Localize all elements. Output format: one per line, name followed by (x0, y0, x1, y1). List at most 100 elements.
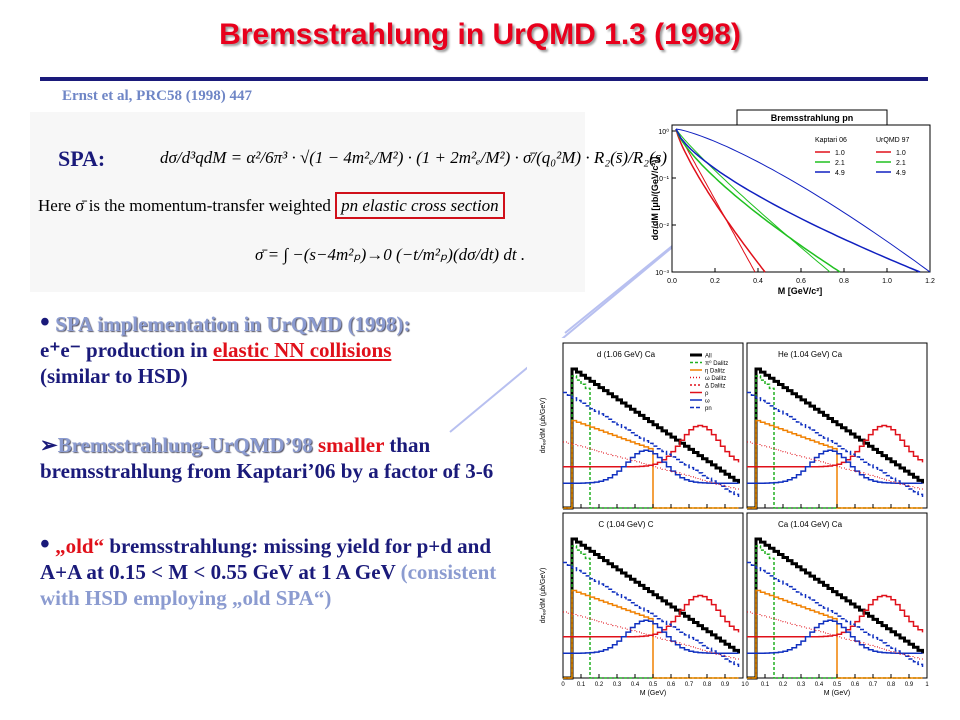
legend-label: ρ (705, 391, 709, 397)
x-tick-label: 0.5 (833, 682, 842, 688)
panel-label: He (1.04 GeV) Ca (778, 350, 843, 359)
plot-title-box (736, 109, 888, 126)
x-tick-label: 1.2 (925, 278, 935, 285)
x-axis-label: M [GeV/c²] (778, 286, 823, 296)
bullet-tail: (consistent with HSD employing „old SPA“… (40, 560, 497, 610)
histogram (747, 619, 923, 654)
bullet-highlight: „old“ (55, 534, 105, 558)
panel-label: d (1.06 GeV) Ca (597, 350, 656, 359)
y-axis-label: dσₑₑ/dM (μb/GeV) (540, 398, 547, 454)
formula: dσ/d³qdM = α²/6π³ · √(1 − 4m²ₑ/M²) · (1 … (160, 148, 676, 167)
histogram (747, 424, 924, 468)
plot-title: Bremsstrahlung pn (771, 113, 854, 123)
legend-header: Kaptari 06 (815, 137, 847, 144)
histogram (747, 589, 923, 679)
x-tick-label: 0.8 (703, 682, 712, 688)
bullet-text: than bremsstrahlung from Kaptari’06 by a… (40, 433, 494, 483)
x-tick-label: 0.2 (595, 682, 604, 688)
histogram (563, 537, 740, 680)
x-axis-label: M (GeV) (824, 690, 850, 697)
y-tick-label: 10⁻³ (655, 270, 669, 277)
legend-label: 4.9 (896, 170, 906, 177)
spa-label: SPA: (58, 146, 106, 171)
legend-label: 2.1 (896, 160, 906, 167)
histogram (747, 367, 924, 510)
histogram (563, 367, 740, 510)
x-tick-label: 0.5 (649, 682, 658, 688)
x-tick-label: 0 (745, 682, 749, 688)
y-axis-label: dσ/dM [μb/(GeV/c²)] (650, 157, 660, 241)
histogram (563, 424, 740, 468)
histogram (563, 419, 739, 509)
y-tick-label: 10⁰ (658, 128, 669, 136)
bullet: • „old“ bremsstrahlung: missing yield fo… (40, 529, 497, 611)
x-tick-label: 1 (741, 682, 745, 688)
y-tick-label: 10⁻² (655, 223, 669, 230)
y-tick-label: 10⁻¹ (655, 176, 669, 183)
panel-label: Ca (1.04 GeV) Ca (778, 520, 843, 529)
bullet-tail: (similar to HSD) (40, 364, 188, 388)
legend-label: pn (705, 406, 712, 412)
histogram (563, 449, 739, 484)
x-tick-label: 0.0 (667, 278, 677, 285)
x-tick-label: 0.9 (905, 682, 914, 688)
x-axis-label: M (GeV) (640, 690, 666, 697)
legend-label: Δ Dalitz (705, 384, 725, 390)
panel-label: C (1.04 GeV) C (598, 520, 653, 529)
x-tick-label: 0.8 (839, 278, 849, 285)
hades-panel: d (1.06 GeV) Ca dσₑₑ/dM (μb/GeV) (540, 342, 744, 510)
x-tick-label: 0.4 (753, 278, 763, 285)
histogram (563, 561, 740, 668)
legend-label: η Dalitz (705, 369, 725, 375)
sigma-definition: σ̄ = ∫ −(s−4m²ₚ)→0 (−t/m²ₚ)(dσ/dt) dt . (255, 245, 526, 264)
legend-label: π⁰ Dalitz (705, 360, 728, 367)
note-highlight: pn elastic cross section (335, 192, 505, 219)
kaptari-frame (671, 124, 931, 273)
legend-label: 1.0 (835, 150, 845, 157)
bullet-highlight: elastic NN collisions (212, 338, 392, 362)
x-tick-label: 0.7 (869, 682, 878, 688)
legend-label: 4.9 (835, 170, 845, 177)
bullet-text: bremsstrahlung: missing yield for p+d an… (40, 534, 492, 584)
legend-label: ω (705, 399, 710, 405)
x-tick-label: 0.4 (631, 682, 640, 688)
legend-label: All (705, 354, 712, 360)
hades-panel: He (1.04 GeV) Ca (746, 342, 928, 510)
x-tick-label: 0 (561, 682, 565, 688)
x-tick-label: 0.6 (851, 682, 860, 688)
legend-header: UrQMD 97 (876, 137, 910, 144)
x-tick-label: 0.9 (721, 682, 730, 688)
bullet: ➢Bremsstrahlung-UrQMD’98 smaller than br… (40, 433, 494, 483)
histogram (747, 449, 923, 484)
x-tick-label: 0.1 (761, 682, 770, 688)
hades-panel: C (1.04 GeV) C 0 0.1 0.2 0.3 0.4 0.5 0.6 0.7 0.8 0… (540, 512, 745, 697)
kaptari-curve (675, 128, 931, 273)
x-tick-label: 1 (925, 682, 929, 688)
kaptari-curve (675, 128, 756, 273)
x-tick-label: 0.8 (887, 682, 896, 688)
title-rule (40, 77, 928, 81)
histogram (747, 561, 924, 668)
legend-label: 1.0 (896, 150, 906, 157)
x-tick-label: 0.6 (667, 682, 676, 688)
histogram (747, 419, 923, 509)
bullet: • SPA implementation in UrQMD (1998): e⁺e… (40, 307, 411, 389)
histogram (747, 537, 924, 680)
slide-title: Bremsstrahlung in UrQMD 1.3 (1998) (219, 18, 741, 51)
kaptari-curve (675, 128, 841, 273)
bullet-lead: Bremsstrahlung-UrQMD’98 (57, 433, 313, 457)
x-tick-label: 0.2 (779, 682, 788, 688)
histogram (747, 594, 924, 638)
reference: Ernst et al, PRC58 (1998) 447 (62, 88, 252, 104)
formula-note: Here σ̄ is the momentum-transfer weighte… (38, 192, 505, 219)
bullet-lead: SPA implementation in UrQMD (1998): (55, 312, 411, 336)
x-tick-label: 1.0 (882, 278, 892, 285)
legend-label: 2.1 (835, 160, 845, 167)
x-tick-label: 0.1 (577, 682, 586, 688)
hades-panel: Ca (1.04 GeV) Ca 0 0.1 0.2 0.3 0.4 0.5 0.6 0.7 0.… (745, 512, 929, 697)
histogram (563, 589, 739, 679)
x-tick-label: 0.4 (815, 682, 824, 688)
x-tick-label: 0.3 (797, 682, 806, 688)
